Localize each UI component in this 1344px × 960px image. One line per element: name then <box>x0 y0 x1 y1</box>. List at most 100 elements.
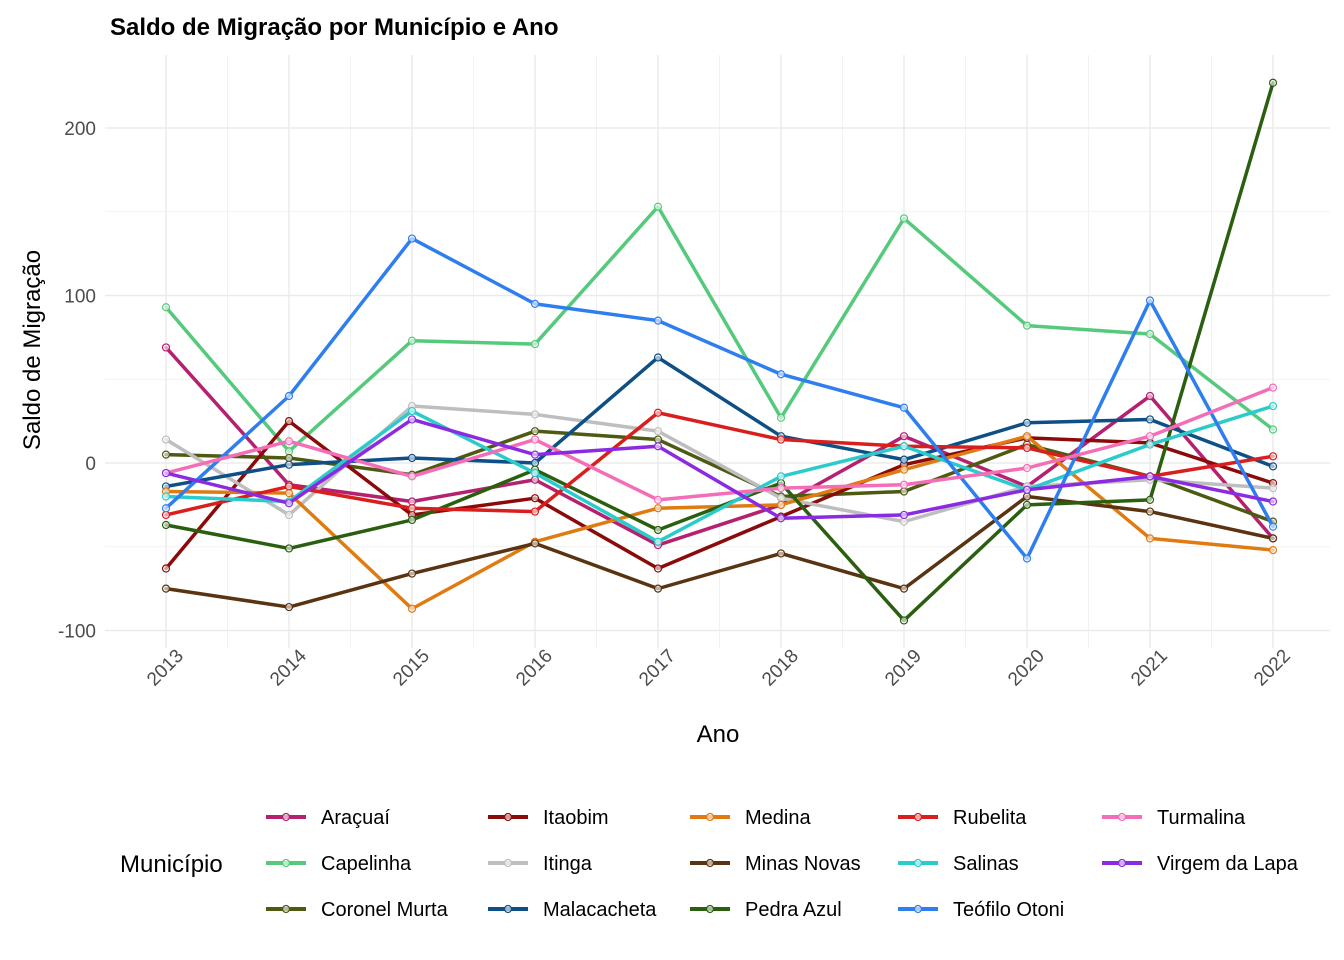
legend-swatch-point <box>705 812 715 822</box>
data-point <box>776 494 786 503</box>
data-point <box>161 435 171 444</box>
data-point <box>530 410 540 419</box>
data-point <box>407 472 417 481</box>
data-point <box>899 616 909 625</box>
data-point <box>653 427 663 436</box>
legend-label: Turmalina <box>1157 807 1246 829</box>
data-point <box>284 460 294 469</box>
x-tick-label: 2021 <box>1127 646 1172 691</box>
data-point <box>407 453 417 463</box>
data-point <box>899 465 909 474</box>
series-line <box>164 411 1275 517</box>
data-point <box>1022 321 1032 330</box>
legend-label: Araçuaí <box>321 807 390 829</box>
data-point <box>1268 383 1278 392</box>
data-point <box>284 510 294 520</box>
data-point <box>776 435 786 444</box>
data-point <box>899 487 909 496</box>
data-point <box>407 604 417 613</box>
legend-label: Itaobim <box>543 807 609 829</box>
data-point <box>530 339 540 349</box>
data-point <box>1022 554 1032 563</box>
y-tick-label: -100 <box>58 622 96 643</box>
x-tick-label: 2022 <box>1250 646 1295 691</box>
series-line <box>164 419 1275 571</box>
data-point <box>1022 418 1032 427</box>
legend-label: Capelinha <box>321 853 412 875</box>
data-point <box>1145 534 1155 543</box>
legend-item: Minas Novas <box>690 853 861 875</box>
legend-label: Coronel Murta <box>321 899 449 921</box>
legend-item: Salinas <box>898 853 1019 875</box>
x-tick-label: 2020 <box>1004 646 1049 691</box>
data-point <box>1268 425 1278 434</box>
legend-label: Malacacheta <box>543 899 657 921</box>
data-point <box>653 435 663 444</box>
data-point <box>899 455 909 464</box>
data-point <box>161 468 171 478</box>
data-point <box>407 415 417 424</box>
data-point <box>1268 484 1278 493</box>
series-8 <box>161 78 1278 625</box>
data-point <box>899 432 909 441</box>
legend-item: Virgem da Lapa <box>1102 853 1299 875</box>
data-point <box>1145 296 1155 305</box>
data-point <box>284 602 294 612</box>
data-point <box>1022 500 1032 509</box>
data-point <box>776 472 786 481</box>
data-point <box>284 417 294 426</box>
series-line <box>164 204 1275 454</box>
series-line <box>164 236 1275 561</box>
data-point <box>530 427 540 436</box>
grid-minor <box>105 55 1330 648</box>
legend-item: Teófilo Otoni <box>898 899 1064 921</box>
data-point <box>1145 391 1155 401</box>
legend-swatch-point <box>705 858 715 868</box>
data-point <box>407 336 417 345</box>
data-point <box>161 564 171 573</box>
legend-swatch-point <box>913 812 923 822</box>
y-tick-label: 100 <box>64 287 96 308</box>
data-point <box>776 500 786 509</box>
x-tick-label: 2013 <box>143 646 188 691</box>
data-point <box>1268 497 1278 506</box>
data-point <box>407 515 417 525</box>
data-point <box>653 504 663 513</box>
data-point <box>407 504 417 513</box>
legend-label: Pedra Azul <box>745 899 842 921</box>
data-point <box>161 492 171 501</box>
legend-title: Município <box>120 851 223 878</box>
data-point <box>1022 485 1032 494</box>
data-point <box>1268 534 1278 543</box>
data-point <box>653 495 663 504</box>
x-tick-label: 2017 <box>635 646 680 691</box>
series-10 <box>161 401 1278 546</box>
data-point <box>284 437 294 446</box>
data-point <box>1268 401 1278 411</box>
legend-label: Teófilo Otoni <box>953 899 1064 921</box>
data-point <box>161 510 171 520</box>
data-point <box>161 504 171 513</box>
chart-title: Saldo de Migração por Município e Ano <box>110 14 558 41</box>
data-point <box>530 539 540 548</box>
series-line <box>164 404 1275 544</box>
data-point <box>407 569 417 578</box>
series-line <box>164 385 1275 502</box>
legend-swatch-point <box>913 904 923 914</box>
data-point <box>899 510 909 520</box>
x-tick-label: 2018 <box>758 646 803 691</box>
data-point <box>1268 452 1278 461</box>
legend-swatch-point <box>705 904 715 914</box>
y-axis-ticks: -100 0 100 200 <box>58 119 96 643</box>
data-point <box>284 453 294 463</box>
y-tick-label: 0 <box>85 454 96 475</box>
legend-label: Medina <box>745 807 811 829</box>
data-point <box>776 370 786 379</box>
data-point <box>407 234 417 243</box>
series-13 <box>161 415 1278 523</box>
data-point <box>530 475 540 484</box>
data-point <box>284 482 294 491</box>
data-point <box>161 303 171 312</box>
legend-swatch-point <box>281 904 291 914</box>
